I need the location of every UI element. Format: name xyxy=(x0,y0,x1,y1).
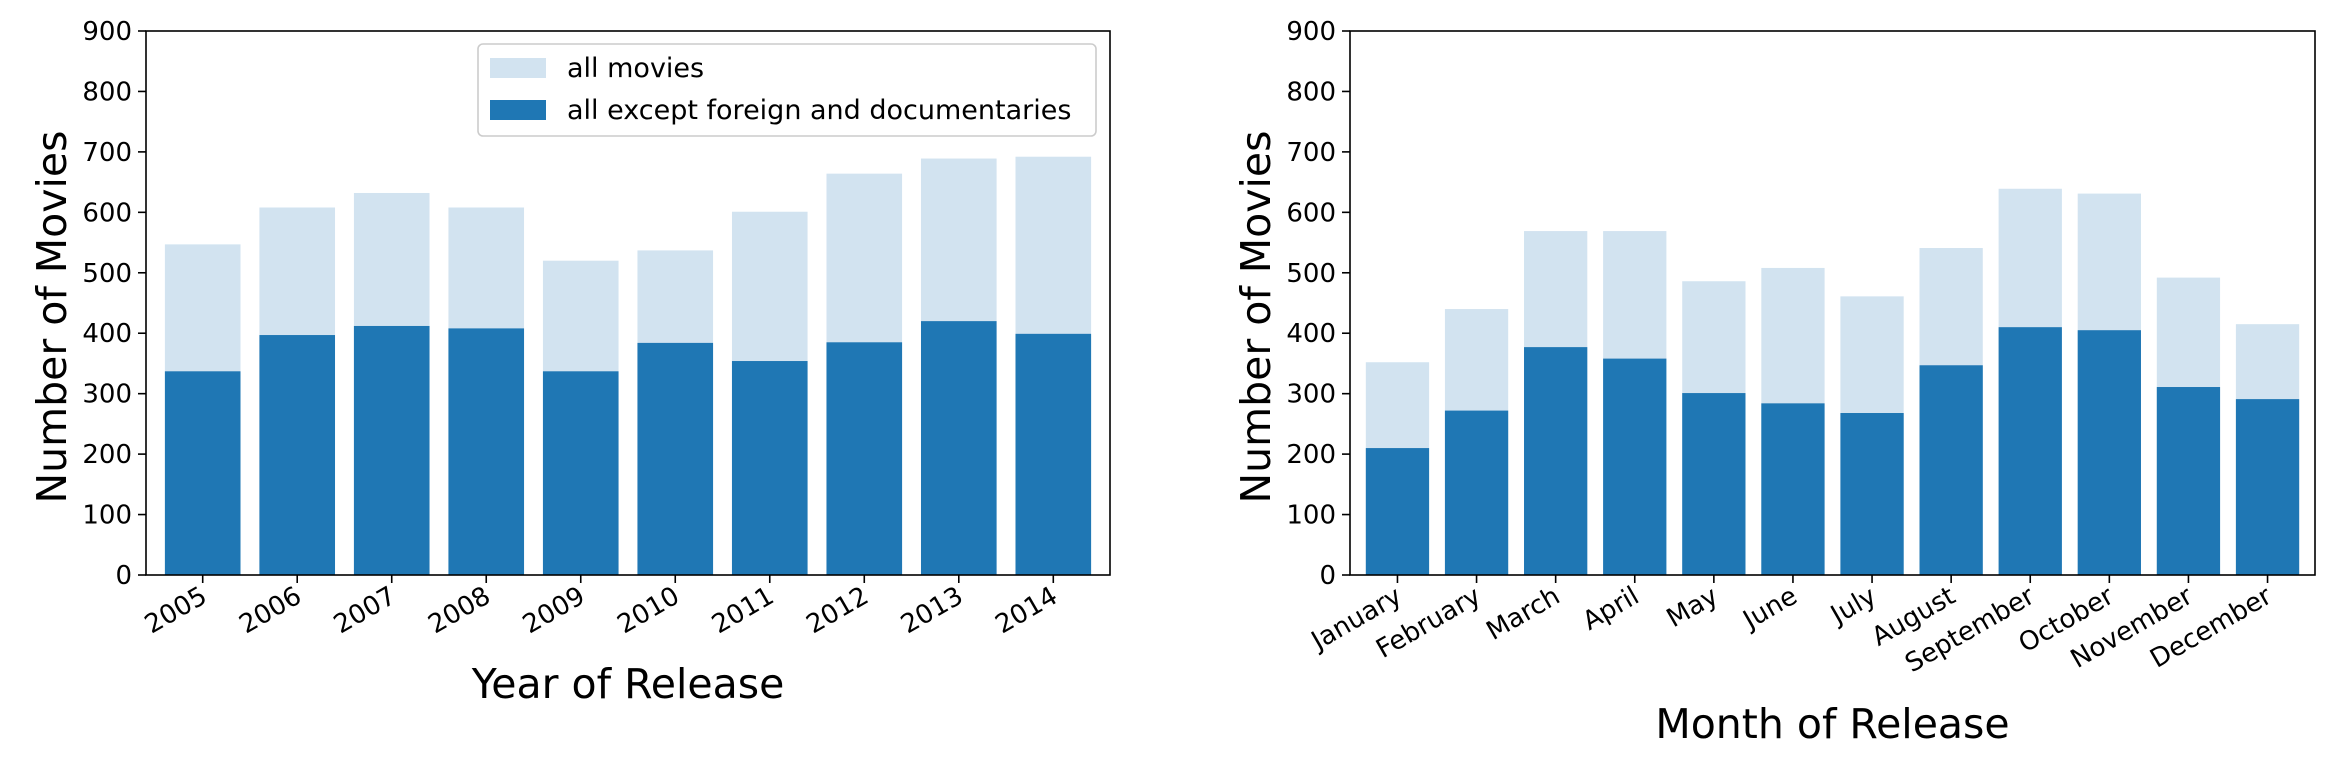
y-tick-label: 900 xyxy=(1286,17,1336,47)
legend-swatch-all-except xyxy=(490,100,546,120)
bar-all-except-foreign-and-documentaries-2005 xyxy=(164,371,241,575)
y-tick-label: 400 xyxy=(1286,319,1336,349)
bar-all-except-foreign-and-documentaries-january xyxy=(1365,448,1430,575)
y-axis-title: Number of Movies xyxy=(1232,131,1280,504)
legend: all movies all except foreign and docume… xyxy=(477,43,1097,137)
x-axis-title: Month of Release xyxy=(1655,700,2009,748)
y-tick-label: 0 xyxy=(115,561,132,591)
bar-all-except-foreign-and-documentaries-2013 xyxy=(920,321,997,575)
y-axis-ticks: 0 100 200 300 400 500 600 700 800 900 xyxy=(1286,17,1350,591)
bar-all-except-foreign-and-documentaries-november xyxy=(2156,387,2221,575)
y-tick-label: 500 xyxy=(82,259,132,289)
y-tick-label: 500 xyxy=(1286,259,1336,289)
bar-all-except-foreign-and-documentaries-october xyxy=(2077,330,2141,575)
y-tick-label: 900 xyxy=(82,17,132,47)
plot-frame xyxy=(1349,30,2316,576)
y-axis-ticks: 0 100 200 300 400 500 600 700 800 900 xyxy=(82,17,146,591)
bar-all-except-foreign-and-documentaries-july xyxy=(1840,413,1904,575)
y-tick-label: 200 xyxy=(82,440,132,470)
legend-label-all-movies: all movies xyxy=(567,53,704,84)
y-tick-label: 300 xyxy=(1286,380,1336,410)
y-tick-label: 800 xyxy=(1286,77,1336,107)
bar-all-except-foreign-and-documentaries-september xyxy=(1998,327,2062,575)
bars-group xyxy=(1365,188,2300,575)
bar-all-except-foreign-and-documentaries-2011 xyxy=(731,361,808,575)
y-tick-label: 700 xyxy=(82,138,132,168)
bar-all-except-foreign-and-documentaries-2009 xyxy=(542,371,619,575)
y-tick-label: 600 xyxy=(82,198,132,228)
legend-frame xyxy=(477,43,1097,137)
bar-all-except-foreign-and-documentaries-august xyxy=(1919,365,1983,575)
bar-all-except-foreign-and-documentaries-2012 xyxy=(826,342,903,575)
y-tick-label: 700 xyxy=(1286,138,1336,168)
y-tick-label: 300 xyxy=(82,380,132,410)
y-tick-label: 0 xyxy=(1319,561,1336,591)
bar-all-except-foreign-and-documentaries-march xyxy=(1524,347,1588,575)
legend-label-all-except: all except foreign and documentaries xyxy=(567,95,1071,126)
bar-all-except-foreign-and-documentaries-february xyxy=(1444,410,1509,575)
bar-all-except-foreign-and-documentaries-april xyxy=(1603,358,1667,575)
bar-all-except-foreign-and-documentaries-2014 xyxy=(1015,333,1092,575)
bar-all-except-foreign-and-documentaries-2006 xyxy=(259,335,336,575)
bars-group xyxy=(164,156,1092,576)
bar-all-except-foreign-and-documentaries-2007 xyxy=(353,325,430,575)
bar-all-except-foreign-and-documentaries-may xyxy=(1682,393,1746,575)
plot-frame xyxy=(145,30,1111,576)
y-tick-label: 600 xyxy=(1286,198,1336,228)
y-tick-label: 400 xyxy=(82,319,132,349)
y-tick-label: 100 xyxy=(82,501,132,531)
bar-all-except-foreign-and-documentaries-june xyxy=(1761,403,1825,575)
y-tick-label: 200 xyxy=(1286,440,1336,470)
bar-all-except-foreign-and-documentaries-2010 xyxy=(637,342,714,575)
y-axis-title: Number of Movies xyxy=(28,131,76,504)
y-tick-label: 100 xyxy=(1286,501,1336,531)
x-axis-title: Year of Release xyxy=(471,660,785,708)
bar-all-except-foreign-and-documentaries-2008 xyxy=(448,328,525,575)
y-tick-label: 800 xyxy=(82,77,132,107)
legend-swatch-all-movies xyxy=(490,58,546,78)
bar-all-except-foreign-and-documentaries-december xyxy=(2235,399,2300,575)
